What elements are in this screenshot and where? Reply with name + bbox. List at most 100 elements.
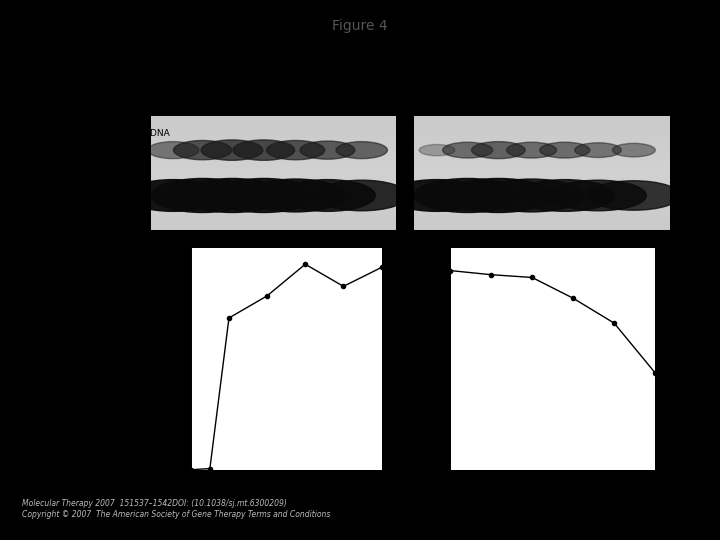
Bar xyxy=(151,131,396,132)
Bar xyxy=(151,118,396,119)
Bar xyxy=(414,193,670,194)
Text: 3: 3 xyxy=(293,102,298,111)
Bar xyxy=(151,139,396,140)
Bar xyxy=(151,206,396,207)
Bar xyxy=(414,215,670,216)
Text: PNA:DNA: PNA:DNA xyxy=(130,129,171,138)
Text: 0: 0 xyxy=(465,102,470,111)
Ellipse shape xyxy=(612,143,655,157)
Bar xyxy=(151,168,396,170)
Bar xyxy=(151,153,396,154)
Ellipse shape xyxy=(181,178,284,212)
Bar xyxy=(414,161,670,163)
Bar xyxy=(151,222,396,224)
Bar xyxy=(414,201,670,202)
Text: 1: 1 xyxy=(496,102,501,111)
Bar xyxy=(151,157,396,158)
Text: Rinse: Rinse xyxy=(454,78,481,87)
Bar xyxy=(151,150,396,151)
Bar xyxy=(151,174,396,175)
Bar xyxy=(414,157,670,158)
Bar xyxy=(151,201,396,202)
Bar xyxy=(151,144,396,146)
Bar xyxy=(414,144,670,146)
Bar xyxy=(414,160,670,161)
Bar xyxy=(414,137,670,138)
Bar xyxy=(414,217,670,218)
Text: 0: 0 xyxy=(171,102,176,111)
Bar xyxy=(414,207,670,208)
Bar xyxy=(414,180,670,181)
Bar xyxy=(151,149,396,150)
Ellipse shape xyxy=(480,179,583,212)
Bar xyxy=(151,217,396,218)
Bar xyxy=(414,150,670,151)
Bar xyxy=(151,178,396,180)
Text: Figure 4: Figure 4 xyxy=(332,19,388,33)
Bar xyxy=(414,178,670,180)
Bar xyxy=(151,159,396,160)
Bar xyxy=(151,160,396,161)
Bar xyxy=(151,158,396,159)
Ellipse shape xyxy=(472,141,525,159)
Bar xyxy=(414,200,670,201)
Bar xyxy=(151,163,396,164)
Bar xyxy=(414,170,670,171)
Bar xyxy=(151,209,396,210)
Bar xyxy=(151,215,396,216)
Bar xyxy=(414,190,670,191)
Ellipse shape xyxy=(540,142,590,158)
Bar xyxy=(151,120,396,122)
Bar xyxy=(151,199,396,200)
Ellipse shape xyxy=(575,143,621,158)
Bar xyxy=(151,152,396,153)
Bar xyxy=(414,125,670,126)
Bar xyxy=(151,148,396,149)
Bar xyxy=(151,187,396,188)
Bar xyxy=(151,173,396,174)
Bar xyxy=(151,151,396,152)
Bar xyxy=(414,136,670,137)
Bar xyxy=(151,140,396,141)
Bar xyxy=(414,138,670,139)
Text: 2: 2 xyxy=(261,102,266,111)
Bar xyxy=(414,127,670,129)
Bar xyxy=(414,119,670,120)
Bar xyxy=(414,211,670,212)
Bar xyxy=(151,204,396,205)
Bar xyxy=(414,206,670,207)
Bar xyxy=(414,154,670,156)
Bar xyxy=(414,117,670,118)
Bar xyxy=(151,205,396,206)
Bar xyxy=(414,116,670,117)
Bar xyxy=(151,227,396,228)
Text: PNA added: PNA added xyxy=(166,518,215,528)
Text: 5 (h): 5 (h) xyxy=(352,102,372,111)
Bar xyxy=(151,147,396,148)
Bar xyxy=(414,139,670,140)
Bar xyxy=(414,182,670,183)
Bar xyxy=(151,208,396,209)
Ellipse shape xyxy=(387,180,487,211)
Bar xyxy=(151,136,396,137)
Bar xyxy=(151,228,396,230)
Bar xyxy=(151,133,396,134)
Bar xyxy=(151,218,396,219)
Bar xyxy=(414,158,670,159)
Bar xyxy=(151,216,396,217)
Bar xyxy=(151,200,396,201)
Ellipse shape xyxy=(233,140,294,160)
Bar xyxy=(151,164,396,165)
Bar xyxy=(151,172,396,173)
X-axis label: Time (h): Time (h) xyxy=(264,495,308,504)
Ellipse shape xyxy=(507,142,557,158)
Bar xyxy=(414,192,670,193)
Bar xyxy=(414,140,670,141)
Text: PNA:DNA
complex: PNA:DNA complex xyxy=(109,140,148,160)
Bar xyxy=(414,151,670,152)
Bar xyxy=(151,137,396,138)
Bar xyxy=(151,192,396,193)
Text: Uptake: Uptake xyxy=(256,44,298,57)
Bar xyxy=(151,219,396,220)
Bar xyxy=(151,225,396,226)
